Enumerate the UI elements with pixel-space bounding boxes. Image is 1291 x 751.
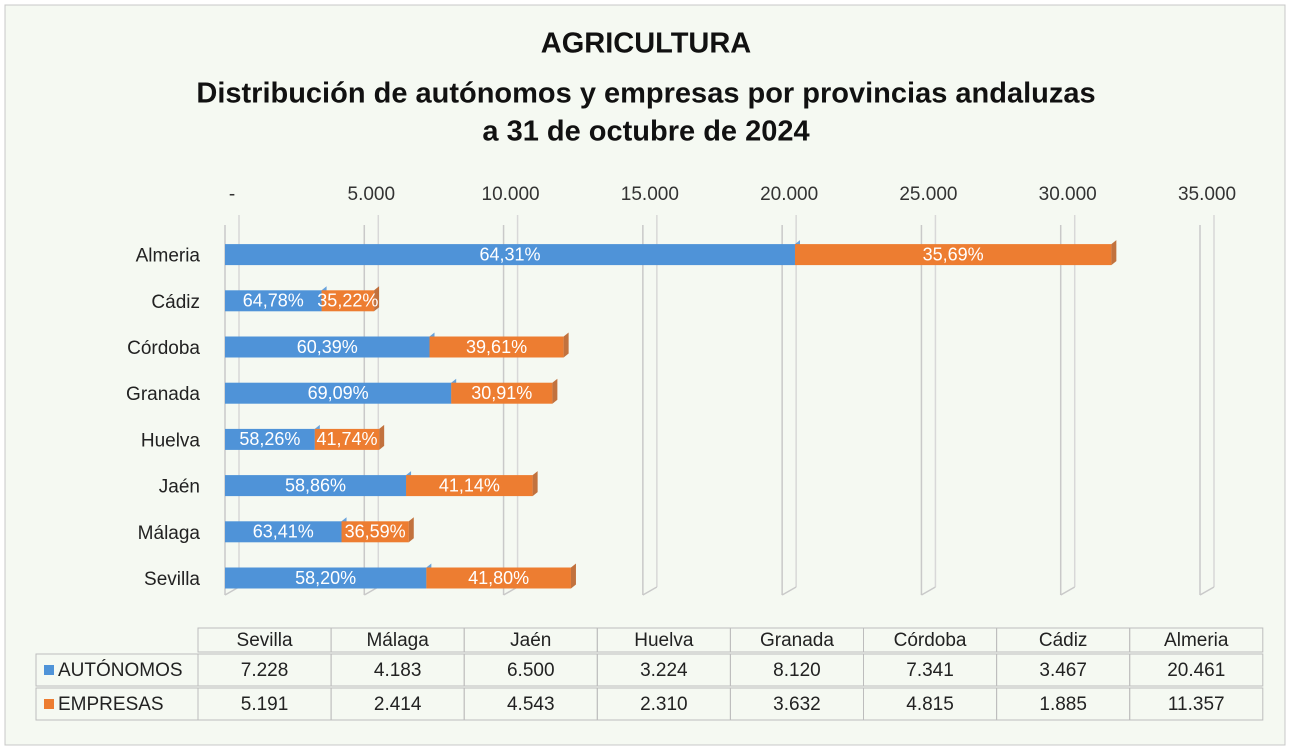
table-value: 20.461 — [1167, 660, 1225, 681]
x-tick-label: 30.000 — [1039, 184, 1097, 205]
data-label: 41,80% — [468, 568, 529, 588]
bar-side — [1111, 240, 1117, 266]
y-tick-label: Almeria — [136, 246, 201, 267]
bar-segment — [314, 428, 380, 450]
bar-segment — [426, 567, 571, 589]
table-header: Huelva — [634, 630, 694, 651]
table-value: 3.467 — [1039, 660, 1087, 681]
bar-segment — [225, 290, 322, 312]
x-tick-label: - — [229, 184, 235, 205]
table-header: Córdoba — [894, 630, 967, 651]
y-tick-label: Cádiz — [151, 292, 200, 313]
table-value: 5.191 — [241, 694, 289, 715]
table-cell — [1129, 627, 1264, 653]
data-label: 64,31% — [479, 244, 540, 264]
legend-label: AUTÓNOMOS — [58, 659, 183, 681]
table-header: Granada — [760, 630, 834, 651]
data-label: 35,22% — [317, 291, 378, 311]
data-label: 58,86% — [285, 475, 346, 495]
legend-swatch — [44, 699, 54, 709]
data-label: 63,41% — [253, 522, 314, 542]
table-value: 2.414 — [374, 694, 422, 715]
table-value: 3.632 — [773, 694, 821, 715]
x-tick-label: 5.000 — [348, 184, 396, 205]
data-label: 30,91% — [471, 383, 532, 403]
chart-subtitle: a 31 de octubre de 2024 — [482, 116, 809, 148]
data-label: 41,14% — [439, 475, 500, 495]
table-header: Cádiz — [1039, 630, 1088, 651]
data-label: 41,74% — [316, 429, 377, 449]
bar-segment — [451, 382, 553, 404]
x-tick-label: 25.000 — [899, 184, 957, 205]
table-header: Jaén — [510, 630, 551, 651]
x-tick-label: 15.000 — [621, 184, 679, 205]
chart-title: AGRICULTURA — [541, 28, 752, 60]
grid-line — [1060, 586, 1076, 596]
table-value: 4.815 — [906, 694, 954, 715]
grid-line — [781, 586, 797, 596]
bar-segment — [429, 336, 564, 358]
data-label: 58,20% — [295, 568, 356, 588]
data-label: 58,26% — [239, 429, 300, 449]
legend-label: EMPRESAS — [58, 694, 164, 715]
bar-side — [563, 332, 569, 358]
data-label: 35,69% — [923, 244, 984, 264]
y-tick-label: Huelva — [141, 430, 201, 451]
data-label: 64,78% — [243, 291, 304, 311]
bar-side — [379, 424, 385, 450]
table-value: 2.310 — [640, 694, 688, 715]
table-value: 11.357 — [1168, 694, 1225, 715]
x-tick-label: 20.000 — [760, 184, 818, 205]
bar-segment — [341, 521, 409, 543]
grid-line — [642, 586, 658, 596]
bar-segment — [225, 336, 430, 358]
bar-segment — [225, 475, 407, 497]
table-value: 4.183 — [374, 660, 422, 681]
x-tick-label: 35.000 — [1178, 184, 1236, 205]
bar-segment — [225, 521, 342, 543]
y-tick-label: Sevilla — [144, 569, 200, 590]
legend-swatch — [44, 665, 54, 675]
table-value: 7.228 — [241, 660, 289, 681]
table-value: 7.341 — [906, 660, 954, 681]
bar-segment — [225, 382, 452, 404]
y-tick-label: Málaga — [138, 523, 201, 544]
table-header: Almeria — [1164, 630, 1229, 651]
bar-segment — [225, 244, 795, 266]
bar-side — [532, 471, 538, 497]
table-value: 6.500 — [507, 660, 555, 681]
table-value: 3.224 — [640, 660, 688, 681]
bar-segment — [225, 567, 427, 589]
data-label: 69,09% — [308, 383, 369, 403]
table-value: 8.120 — [773, 660, 821, 681]
chart-subtitle: Distribución de autónomos y empresas por… — [196, 78, 1095, 110]
chart-frame — [4, 4, 1286, 746]
grid-line — [1199, 586, 1215, 596]
table-header: Málaga — [366, 630, 429, 651]
table-value: 4.543 — [507, 694, 555, 715]
bar-segment — [794, 244, 1112, 266]
bar-segment — [321, 290, 375, 312]
bar-side — [570, 563, 576, 589]
table-cell — [1129, 653, 1264, 687]
table-value: 1.885 — [1039, 694, 1087, 715]
grid-line — [921, 586, 936, 596]
table-header: Sevilla — [237, 630, 293, 651]
data-label: 60,39% — [297, 337, 358, 357]
x-tick-label: 10.000 — [482, 184, 540, 205]
bar-side — [374, 286, 380, 312]
table-cell — [1129, 687, 1264, 721]
data-label: 36,59% — [345, 522, 406, 542]
y-tick-label: Granada — [126, 384, 200, 405]
y-tick-label: Córdoba — [127, 338, 200, 359]
data-label: 39,61% — [466, 337, 527, 357]
bar-segment — [406, 475, 533, 497]
bar-side — [552, 378, 558, 404]
bar-segment — [225, 428, 315, 450]
bar-side — [408, 517, 414, 543]
y-tick-label: Jaén — [159, 477, 200, 498]
